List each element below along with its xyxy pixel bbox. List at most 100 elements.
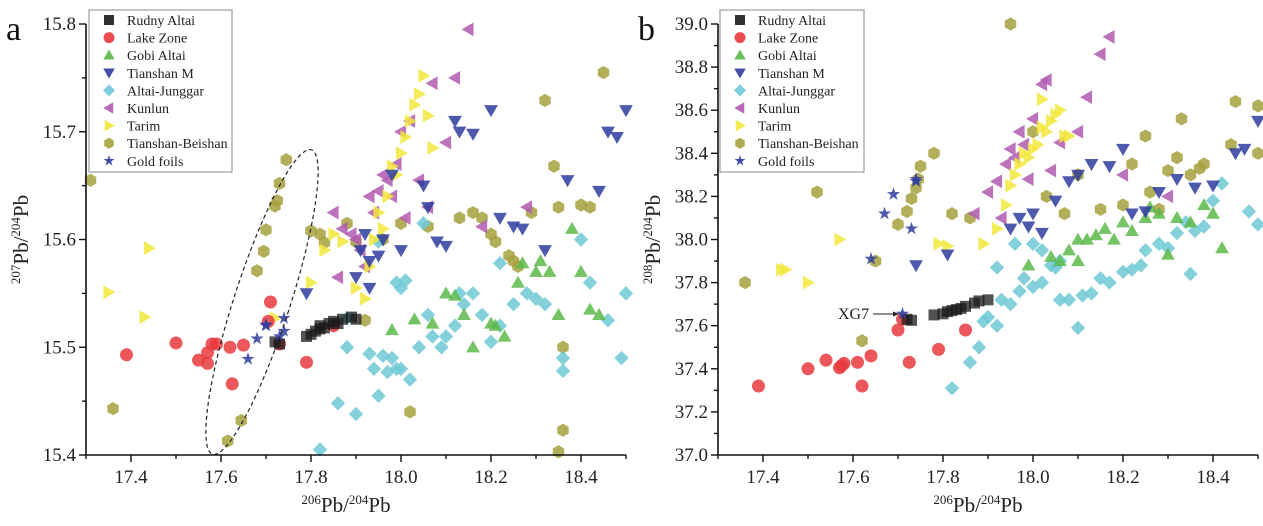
series-rudny-altai	[269, 311, 362, 350]
point-gold-foils	[904, 221, 919, 235]
legend-item-tianshan-beishan: Tianshan-Beishan	[735, 137, 859, 152]
x-axis-title: 206Pb/204Pb	[933, 492, 1022, 517]
point-lake-zone	[223, 340, 237, 354]
point-tianshan-beishan	[1171, 151, 1183, 165]
point-tarim	[400, 130, 413, 145]
point-altai-junggar	[371, 388, 386, 403]
point-altai-junggar	[371, 234, 386, 249]
legend-marker-kunlun-icon	[734, 102, 745, 114]
point-rudny-altai	[350, 313, 362, 325]
point-tianshan-beishan	[305, 224, 317, 238]
y-tick-label: 15.6	[43, 230, 76, 251]
point-altai-junggar	[393, 361, 409, 376]
legend-item-gobi-altai: Gobi Altai	[734, 49, 817, 64]
point-altai-junggar	[411, 340, 427, 355]
point-altai-junggar	[1214, 176, 1230, 191]
point-lake-zone	[201, 356, 214, 370]
legend-marker-gobi-altai-icon	[734, 49, 746, 60]
x-tick-label: 17.8	[294, 467, 327, 488]
point-lake-zone	[959, 323, 972, 337]
point-tarim	[1023, 150, 1036, 165]
point-altai-junggar	[944, 380, 960, 396]
point-tarim	[377, 221, 390, 236]
legend-label: Gobi Altai	[758, 49, 817, 64]
y-tick-label: 15.5	[43, 337, 76, 358]
point-tianshan-beishan	[107, 402, 119, 416]
point-tarim	[1032, 137, 1045, 152]
xg7-label: XG7	[838, 306, 869, 323]
x-tick-label: 18.4	[564, 467, 598, 488]
legend-label: Tianshan M	[758, 67, 825, 82]
point-tarim	[319, 243, 332, 258]
legend-label: Tianshan-Beishan	[127, 137, 228, 152]
point-tianshan-m	[1003, 223, 1018, 236]
point-tianshan-beishan	[1040, 189, 1053, 203]
point-kunlun	[461, 22, 474, 37]
legend-marker-altai-junggar-icon	[103, 84, 115, 97]
point-tianshan-beishan	[1139, 129, 1152, 143]
point-altai-junggar	[1205, 193, 1221, 208]
point-gobi-altai	[515, 256, 530, 269]
point-tarim	[143, 241, 156, 256]
legend-marker-gobi-altai-icon	[103, 49, 115, 60]
point-tarim	[1005, 178, 1018, 193]
point-tianshan-m	[1102, 161, 1117, 174]
point-altai-junggar	[465, 286, 481, 301]
point-tianshan-m	[421, 202, 435, 215]
series-gold-foils	[864, 172, 923, 320]
legend-item-rudny-altai: Rudny Altai	[104, 14, 195, 29]
point-tianshan-beishan	[489, 235, 502, 249]
series-altai-junggar	[944, 176, 1263, 396]
point-lake-zone	[801, 362, 815, 376]
point-gobi-altai	[425, 316, 440, 329]
point-tianshan-beishan	[359, 313, 371, 327]
point-altai-junggar	[980, 309, 996, 325]
point-tarim	[359, 291, 372, 306]
point-tarim	[1000, 198, 1013, 212]
point-rudny-altai	[274, 338, 285, 350]
point-tarim	[395, 146, 408, 161]
point-kunlun	[335, 221, 348, 236]
y-axis-title: 208Pb/204Pb	[640, 195, 665, 284]
point-tarim	[427, 141, 440, 155]
point-kunlun	[999, 157, 1012, 171]
point-tarim	[382, 189, 395, 204]
point-gold-foils	[864, 251, 878, 265]
point-gobi-altai	[1071, 232, 1085, 245]
point-rudny-altai	[982, 294, 994, 306]
point-gobi-altai	[448, 288, 462, 301]
point-lake-zone	[300, 355, 313, 369]
point-gobi-altai	[565, 221, 579, 234]
point-kunlun	[520, 200, 533, 215]
point-gobi-altai	[1044, 249, 1058, 262]
point-altai-junggar	[483, 334, 499, 350]
point-tianshan-m	[1228, 148, 1243, 161]
point-tianshan-beishan	[1027, 125, 1039, 139]
point-altai-junggar	[506, 296, 521, 312]
point-gobi-altai	[1152, 206, 1166, 219]
point-gobi-altai	[407, 312, 422, 325]
point-tarim	[305, 275, 318, 290]
point-kunlun	[990, 174, 1003, 189]
x-tick-label: 17.4	[114, 467, 148, 488]
point-altai-junggar	[1183, 266, 1198, 282]
point-kunlun	[1039, 73, 1052, 87]
panel-b-legend: Rudny Altai Lake Zone Gobi Altai Tianshan M…	[719, 9, 865, 173]
point-gobi-altai	[457, 308, 471, 321]
point-altai-junggar	[348, 406, 364, 422]
point-tianshan-beishan	[552, 200, 565, 214]
point-altai-junggar	[1007, 236, 1023, 252]
legend-label: Tarim	[127, 120, 160, 135]
legend-label: Rudny Altai	[127, 14, 195, 29]
point-altai-junggar	[1070, 320, 1086, 336]
point-kunlun	[331, 270, 344, 285]
series-rudny-altai	[901, 294, 994, 326]
point-tianshan-beishan	[453, 211, 466, 225]
point-gobi-altai	[1206, 206, 1220, 219]
point-tianshan-m	[940, 249, 955, 262]
point-altai-junggar	[434, 340, 449, 355]
point-tianshan-beishan	[539, 93, 551, 108]
point-lake-zone	[225, 377, 239, 391]
point-tianshan-beishan	[557, 340, 569, 354]
point-gold-foils	[277, 311, 291, 324]
